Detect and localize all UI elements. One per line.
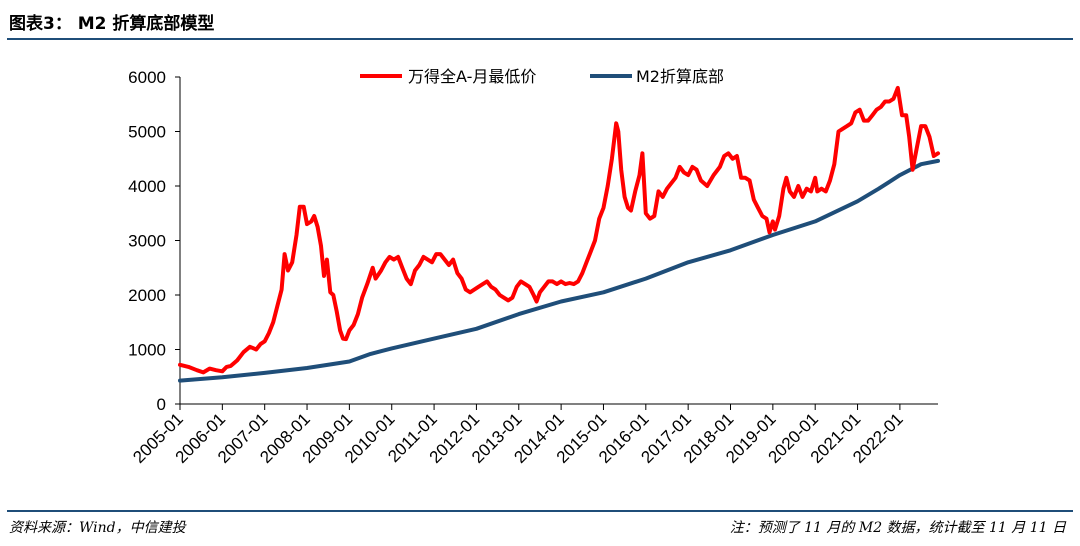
y-tick-label: 0: [157, 395, 166, 414]
data-note: 注：预测了 11 月的 M2 数据，统计截至 11 月 11 日: [729, 520, 1066, 536]
y-tick-label: 2000: [128, 286, 166, 305]
y-tick-label: 3000: [128, 232, 166, 251]
legend-label-low-price: 万得全A-月最低价: [408, 67, 536, 86]
series-line-low-price: [178, 85, 940, 375]
y-tick-label: 4000: [128, 177, 166, 196]
figure-title: 图表3： M2 折算底部模型: [9, 14, 215, 34]
title-rule: [7, 38, 1073, 40]
legend: 万得全A-月最低价 M2折算底部: [360, 67, 724, 86]
footer-rule: [7, 510, 1073, 512]
source-note: 资料来源：Wind，中信建投: [9, 520, 186, 536]
y-tick-label: 6000: [128, 68, 166, 87]
y-tick-label: 5000: [128, 123, 166, 142]
legend-label-m2-bottom: M2折算底部: [636, 67, 724, 86]
series-line-m2-bottom: [178, 158, 940, 383]
y-tick-label: 1000: [128, 341, 166, 360]
